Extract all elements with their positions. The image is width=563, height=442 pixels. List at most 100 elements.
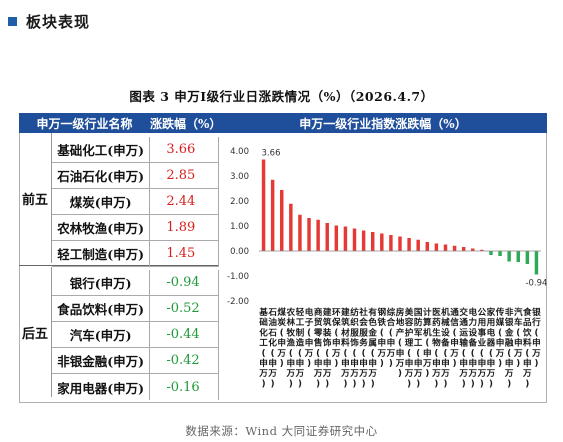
x-tick-label: 房地产(申万) [395, 306, 405, 379]
row-value: 2.85 [150, 163, 219, 188]
x-tick-label: 交通运输(申万) [458, 306, 468, 389]
row-value: -0.44 [150, 322, 219, 347]
row-name: 家用电器(申万) [52, 374, 151, 400]
bar [307, 218, 311, 251]
table-row: 煤炭(申万) 2.44 [52, 189, 219, 215]
group-divider [19, 265, 219, 266]
x-tick-label: 钢铁(申万) [377, 306, 387, 369]
bar [507, 251, 511, 262]
row-value: -0.16 [150, 374, 219, 400]
bar [443, 244, 448, 251]
x-tick-label: 农林牧渔(申万) [286, 306, 296, 389]
group-label-bottom: 后五 [19, 267, 52, 397]
bar [407, 238, 411, 251]
section-title: 板块表现 [26, 12, 91, 31]
bar [471, 248, 475, 251]
x-tick-label: 电力设备(申万) [467, 306, 477, 389]
table-row: 基础化工(申万) 3.66 [52, 137, 219, 163]
table-row: 农林牧渔(申万) 1.89 [52, 215, 219, 241]
row-name: 煤炭(申万) [52, 189, 151, 214]
figure-caption: 图表 3 申万Ⅰ级行业日涨跌情况（%）（2026.4.7） [129, 89, 434, 104]
table-row: 非银金融(申万) -0.42 [52, 348, 219, 374]
x-tick-label: 家用电器(申万) [486, 306, 496, 389]
bar [334, 225, 339, 251]
table-row: 轻工制造(申万) 1.45 [52, 241, 219, 267]
x-tick-label: 轻工制造(申万) [295, 306, 305, 389]
bar [534, 251, 539, 275]
x-tick-label: 综合(申万) [386, 306, 396, 369]
bar [380, 233, 384, 251]
bar [434, 243, 439, 251]
x-tick-label: 汽车(申万) [513, 306, 523, 369]
x-tick-label: 纺织服饰(申万) [349, 306, 359, 389]
x-tick-label: 社会服务(申万) [358, 306, 368, 389]
data-label-max: 3.66 [262, 149, 281, 159]
row-value: 1.89 [150, 215, 219, 240]
table-header-value: 涨跌幅（%） [150, 113, 221, 133]
x-tick-label: 计算机(申万) [422, 306, 432, 379]
x-tick-label: 商贸零售(申万) [313, 306, 323, 389]
bar [343, 226, 348, 251]
table-header-name: 申万一级行业名称 [19, 113, 150, 133]
x-tick-label: 美容护理(申万) [404, 306, 414, 389]
bar [425, 242, 430, 251]
bar [298, 214, 302, 251]
bar [325, 223, 329, 251]
x-tick-label: 电子(申万) [304, 306, 314, 369]
x-tick-label: 建筑装饰(申万) [322, 306, 332, 389]
x-tick-label: 石油石化(申万) [267, 307, 277, 389]
data-label-min: -0.94 [525, 279, 547, 289]
y-tick-label: 3.00 [230, 172, 249, 182]
bar [389, 235, 393, 251]
x-tick-label: 机械设备(申万) [440, 306, 450, 389]
bar [516, 251, 520, 262]
row-name: 非银金融(申万) [52, 348, 151, 373]
row-name: 轻工制造(申万) [52, 241, 151, 266]
row-value: 2.44 [150, 189, 219, 214]
table-row: 家用电器(申万) -0.16 [52, 374, 219, 400]
x-tick-label: 国防军工(申万) [413, 307, 423, 389]
data-source: 数据来源：Wind 大同证券研究中心 [185, 424, 378, 438]
table-row: 银行(申万) -0.94 [52, 270, 219, 296]
y-tick-label: -1.00 [227, 272, 249, 282]
x-tick-label: 建筑材料(申万) [340, 306, 350, 389]
x-tick-label: 有色金属(申万) [367, 306, 377, 389]
bar [289, 203, 293, 251]
x-tick-label: 通信(申万) [449, 307, 459, 369]
bar [461, 247, 466, 251]
row-name: 银行(申万) [52, 270, 151, 295]
y-tick-label: 1.00 [230, 222, 249, 232]
bar [270, 179, 275, 251]
row-name: 石油石化(申万) [52, 163, 151, 188]
bar [416, 239, 420, 251]
y-tick-label: 2.00 [230, 197, 249, 207]
row-name: 基础化工(申万) [52, 137, 151, 162]
x-tick-label: 基础化工(申万) [258, 306, 268, 389]
bar [398, 236, 402, 251]
chart-header: 申万一级行业指数涨跌幅（%） [219, 113, 547, 133]
row-name: 食品饮料(申万) [52, 296, 151, 321]
bar [261, 159, 266, 251]
x-tick-label: 医药生物(申万) [431, 307, 441, 389]
x-tick-label: 煤炭(申万) [276, 306, 286, 369]
bar [480, 249, 484, 251]
y-tick-label: -2.00 [227, 297, 249, 307]
row-value: 1.45 [150, 241, 219, 266]
section-marker-icon [8, 16, 17, 26]
bar [316, 219, 320, 251]
bar-chart: 4.00 3.00 2.00 1.00 0.00 -1.00 -2.00 3.66 -0.94 基… [227, 147, 547, 389]
bar [280, 190, 284, 251]
row-name: 汽车(申万) [52, 322, 151, 347]
x-tick-label: 公用事业(申万) [477, 307, 487, 389]
row-value: -0.52 [150, 296, 219, 321]
row-value: -0.42 [150, 348, 219, 373]
row-value: 3.66 [150, 137, 219, 162]
table-row: 汽车(申万) -0.44 [52, 322, 219, 348]
bar [370, 232, 375, 251]
bar [352, 228, 357, 251]
x-tick-label: 食品饮料(申万) [522, 306, 532, 389]
row-name: 农林牧渔(申万) [52, 215, 151, 240]
bar [361, 230, 366, 251]
group-label-top: 前五 [19, 133, 52, 263]
section-header: 板块表现 [8, 11, 90, 31]
